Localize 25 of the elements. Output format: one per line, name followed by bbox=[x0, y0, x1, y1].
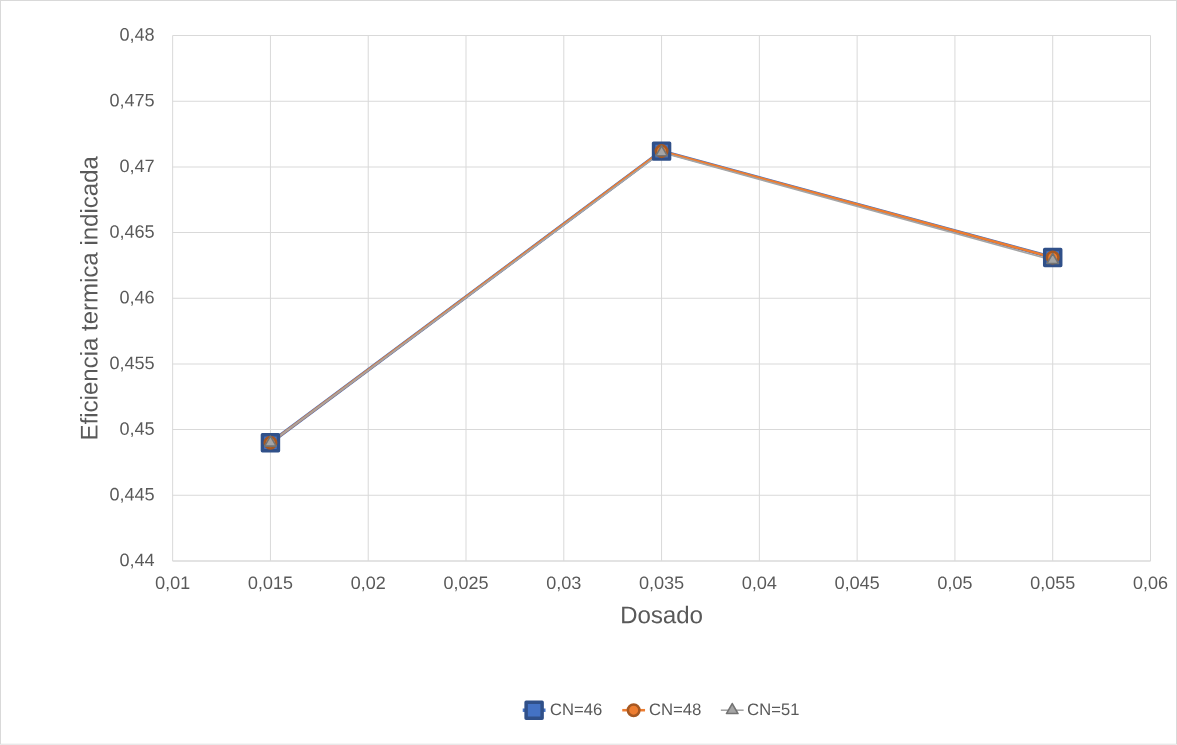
x-tick-label: 0,055 bbox=[1030, 576, 1075, 592]
x-tick-label: 0,04 bbox=[742, 576, 777, 592]
y-tick-label: 0,44 bbox=[120, 553, 155, 569]
y-tick-label: 0,47 bbox=[120, 159, 154, 175]
x-tick-label: 0,01 bbox=[155, 576, 190, 592]
x-tick-label: 0,06 bbox=[1133, 576, 1168, 592]
legend-label: CN=51 bbox=[747, 703, 799, 716]
y-tick-label: 0,465 bbox=[110, 225, 154, 241]
y-axis-title: Eficiencia termica indicada bbox=[80, 156, 98, 439]
x-tick-label: 0,02 bbox=[351, 576, 385, 592]
legend-label: CN=46 bbox=[550, 703, 602, 716]
y-tick-label: 0,445 bbox=[110, 488, 154, 503]
y-tick-label: 0,48 bbox=[120, 28, 154, 44]
x-tick-label: 0,045 bbox=[835, 576, 879, 592]
x-tick-label: 0,025 bbox=[444, 576, 488, 592]
x-tick-label: 0,05 bbox=[938, 576, 972, 592]
y-tick-label: 0,45 bbox=[120, 422, 154, 438]
x-tick-label: 0,035 bbox=[639, 576, 684, 592]
x-axis-title: Dosado bbox=[622, 605, 702, 624]
legend-label: CN=48 bbox=[649, 703, 701, 716]
x-tick-label: 0,03 bbox=[546, 576, 581, 592]
y-tick-label: 0,455 bbox=[110, 356, 154, 372]
x-tick-label: 0,015 bbox=[248, 576, 293, 592]
y-tick-label: 0,46 bbox=[120, 290, 154, 306]
y-tick-label: 0,475 bbox=[110, 93, 154, 109]
